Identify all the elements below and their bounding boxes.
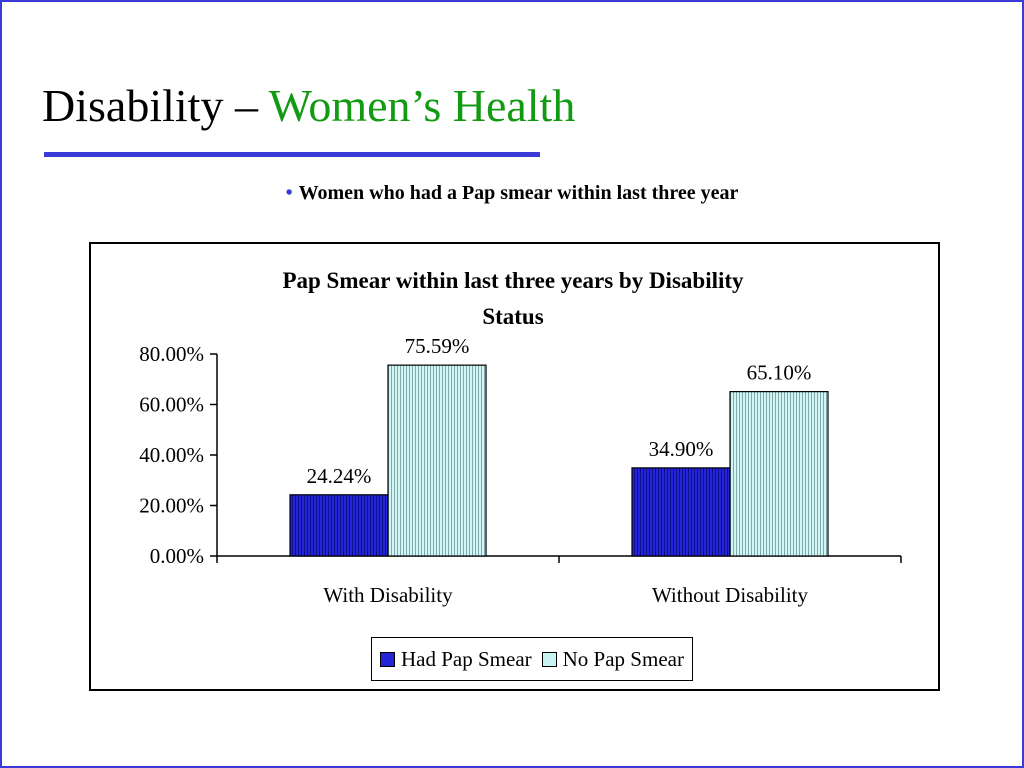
legend-swatch-had-pap — [380, 651, 395, 667]
legend-item-no-pap: No Pap Smear — [541, 646, 684, 672]
y-tick-label: 80.00% — [139, 342, 204, 366]
bullet-point: • Women who had a Pap smear within last t… — [2, 182, 1022, 205]
chart-title-line2: Status — [482, 304, 543, 329]
bar — [729, 391, 829, 557]
data-label: 65.10% — [747, 361, 812, 385]
data-label: 24.24% — [307, 464, 372, 488]
data-label: 75.59% — [405, 334, 470, 358]
title-main: Disability – — [42, 80, 269, 131]
bar — [387, 364, 487, 557]
title-underline — [44, 152, 540, 157]
data-label: 34.90% — [649, 437, 714, 461]
bar — [631, 467, 731, 557]
x-tick-label: With Disability — [323, 583, 453, 607]
title-accent: Women’s Health — [268, 80, 576, 131]
y-tick-label: 20.00% — [139, 494, 204, 518]
chart-title-line1: Pap Smear within last three years by Dis… — [282, 268, 744, 293]
x-tick-label: Without Disability — [652, 583, 809, 607]
bar-chart: Pap Smear within last three years by Dis… — [139, 268, 902, 607]
chart-frame: Pap Smear within last three years by Dis… — [89, 242, 940, 691]
y-tick-label: 40.00% — [139, 443, 204, 467]
slide-title: Disability – Women’s Health — [42, 78, 575, 134]
bullet-marker: • — [285, 182, 293, 204]
y-tick-label: 60.00% — [139, 393, 204, 417]
y-tick-label: 0.00% — [150, 544, 204, 568]
bullet-text: Women who had a Pap smear within last th… — [298, 182, 739, 204]
bar — [289, 494, 389, 557]
chart-legend: Had Pap Smear No Pap Smear — [371, 637, 693, 681]
legend-item-had-pap: Had Pap Smear — [380, 647, 532, 672]
legend-label-had-pap: Had Pap Smear — [401, 646, 532, 671]
legend-swatch-no-pap — [541, 651, 557, 667]
legend-label-no-pap: No Pap Smear — [562, 646, 684, 671]
